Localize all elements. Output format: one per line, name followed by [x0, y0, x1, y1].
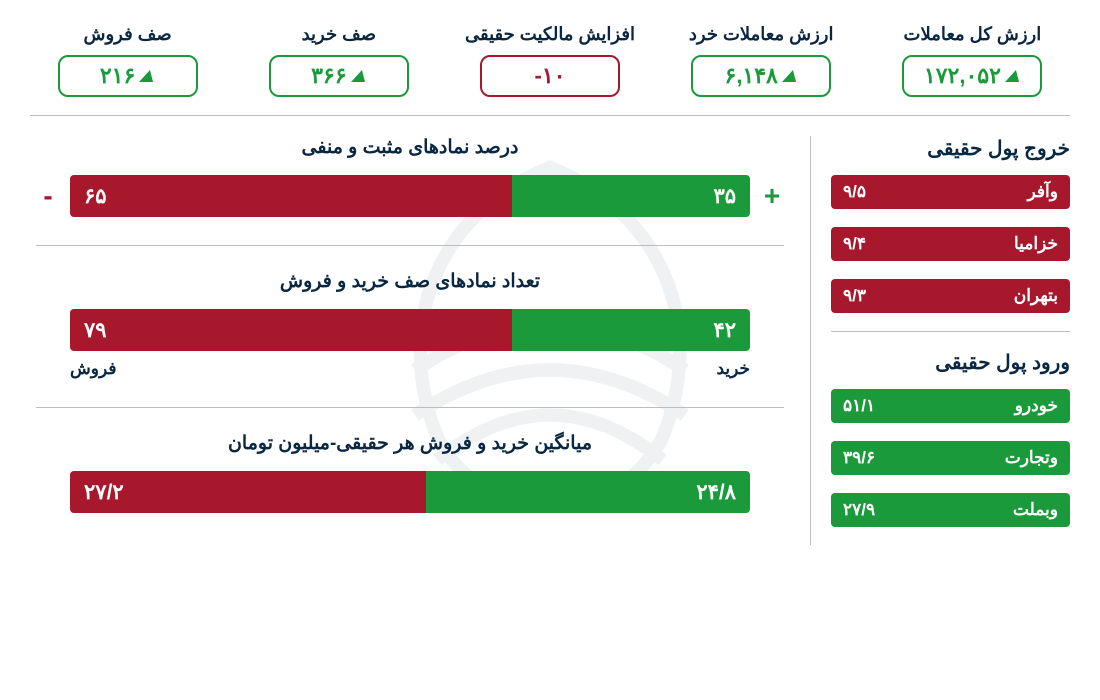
stat-sell-queue: صف فروش ۲۱۶: [30, 24, 225, 97]
stock-name: وآفر: [1028, 182, 1058, 202]
seg-label: ۲۴/۸: [696, 480, 736, 505]
stat-value: ۶,۱۴۸: [725, 63, 778, 89]
stat-value: ۱۰-: [535, 63, 566, 89]
stock-value: ۳۹/۶: [843, 448, 875, 468]
inflow-row: وتجارت ۳۹/۶: [831, 441, 1070, 475]
stock-name: وتجارت: [1005, 448, 1058, 468]
stacked-bar: ۳۵ ۶۵: [70, 175, 750, 217]
stat-retail-value: ارزش معاملات خرد ۶,۱۴۸: [664, 24, 859, 97]
bar-seg-buy: ۴۲: [512, 309, 750, 351]
stat-value-box: ۱۷۲,۰۵۲: [902, 55, 1042, 97]
outflow-row: وآفر ۹/۵: [831, 175, 1070, 209]
stock-name: وبملت: [1013, 500, 1058, 520]
stock-value: ۹/۵: [843, 182, 866, 202]
stock-value: ۹/۴: [843, 234, 866, 254]
stat-value: ۲۱۶: [100, 63, 135, 89]
outflow-section: خروج پول حقیقی وآفر ۹/۵ خزامیا ۹/۴ بتهرا…: [831, 136, 1070, 313]
charts-panel: درصد نمادهای مثبت و منفی + ۳۵ ۶۵ - تع: [30, 136, 810, 545]
chart-title: تعداد نمادهای صف خرید و فروش: [36, 270, 784, 293]
stat-value-box: ۶,۱۴۸: [691, 55, 831, 97]
stat-value: ۳۶۶: [311, 63, 346, 89]
bar-label-sell: فروش: [70, 359, 116, 379]
arrow-up-icon: [351, 70, 369, 82]
arrow-up-icon: [1005, 70, 1023, 82]
sidebar: خروج پول حقیقی وآفر ۹/۵ خزامیا ۹/۴ بتهرا…: [810, 136, 1070, 545]
stat-buy-queue: صف خرید ۳۶۶: [241, 24, 436, 97]
stat-value-box: ۱۰-: [480, 55, 620, 97]
stat-label: صف فروش: [30, 24, 225, 45]
chart-pos-neg-pct: درصد نمادهای مثبت و منفی + ۳۵ ۶۵ -: [36, 136, 784, 217]
stat-label: ارزش کل معاملات: [875, 24, 1070, 45]
stat-value-box: ۲۱۶: [58, 55, 198, 97]
arrow-up-icon: [782, 70, 800, 82]
stat-value: ۱۷۲,۰۵۲: [924, 63, 1001, 89]
arrow-up-icon: [139, 70, 157, 82]
stat-total-value: ارزش کل معاملات ۱۷۲,۰۵۲: [875, 24, 1070, 97]
stat-ownership-change: افزایش مالکیت حقیقی ۱۰-: [452, 24, 647, 97]
bar-label-buy: خرید: [716, 359, 750, 379]
plus-sign: +: [760, 180, 784, 212]
top-stats-row: ارزش کل معاملات ۱۷۲,۰۵۲ ارزش معاملات خرد…: [30, 24, 1070, 116]
chart-queue-count: تعداد نمادهای صف خرید و فروش ۴۲ ۷۹ خرید: [36, 245, 784, 379]
bar-seg-positive: ۳۵: [512, 175, 750, 217]
stock-name: خودرو: [1015, 396, 1058, 416]
seg-label: ۳۵: [713, 184, 736, 209]
outflow-title: خروج پول حقیقی: [831, 136, 1070, 161]
stat-label: افزایش مالکیت حقیقی: [452, 24, 647, 45]
stat-label: صف خرید: [241, 24, 436, 45]
inflow-section: ورود پول حقیقی خودرو ۵۱/۱ وتجارت ۳۹/۶ وب…: [831, 331, 1070, 527]
stat-value-box: ۳۶۶: [269, 55, 409, 97]
stock-value: ۹/۳: [843, 286, 866, 306]
chart-avg-buy-sell: میانگین خرید و فروش هر حقیقی-میلیون توما…: [36, 407, 784, 513]
seg-label: ۲۷/۲: [84, 480, 124, 505]
outflow-row: خزامیا ۹/۴: [831, 227, 1070, 261]
minus-sign: -: [36, 180, 60, 212]
stock-value: ۵۱/۱: [843, 396, 875, 416]
bar-seg-sell-avg: ۲۷/۲: [70, 471, 426, 513]
inflow-title: ورود پول حقیقی: [831, 350, 1070, 375]
chart-title: میانگین خرید و فروش هر حقیقی-میلیون توما…: [36, 432, 784, 455]
seg-label: ۴۲: [713, 318, 736, 343]
seg-label: ۶۵: [84, 184, 107, 209]
stat-label: ارزش معاملات خرد: [664, 24, 859, 45]
chart-title: درصد نمادهای مثبت و منفی: [36, 136, 784, 159]
stacked-bar: ۴۲ ۷۹: [70, 309, 750, 351]
bar-seg-sell: ۷۹: [70, 309, 512, 351]
bar-seg-buy-avg: ۲۴/۸: [426, 471, 750, 513]
bar-seg-negative: ۶۵: [70, 175, 512, 217]
inflow-row: خودرو ۵۱/۱: [831, 389, 1070, 423]
seg-label: ۷۹: [84, 318, 107, 343]
outflow-row: بتهران ۹/۳: [831, 279, 1070, 313]
inflow-row: وبملت ۲۷/۹: [831, 493, 1070, 527]
stock-value: ۲۷/۹: [843, 500, 875, 520]
stock-name: بتهران: [1014, 286, 1058, 306]
stock-name: خزامیا: [1014, 234, 1058, 254]
stacked-bar: ۲۴/۸ ۲۷/۲: [70, 471, 750, 513]
